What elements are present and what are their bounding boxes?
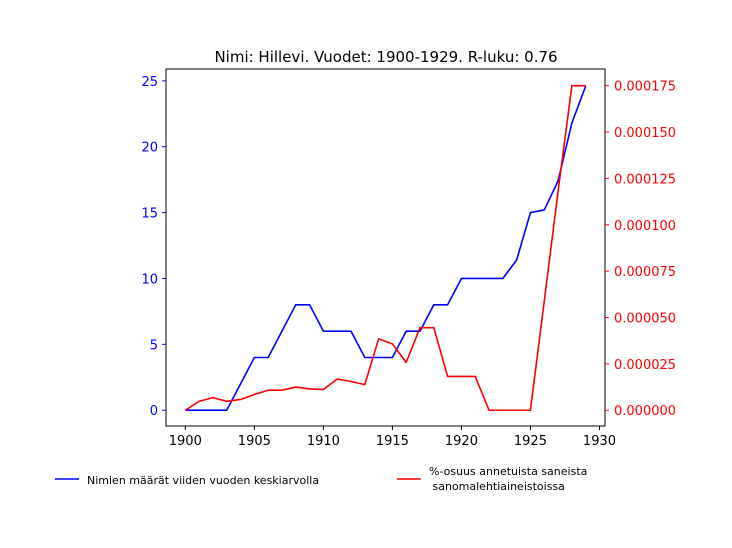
legend-label: %-osuus annetuista saneista sanomalehtia… xyxy=(429,465,587,493)
series-line-name-counts xyxy=(185,85,587,411)
y-left-tick-label: 0 xyxy=(150,404,158,419)
y-right-tick-label: 0.000150 xyxy=(614,126,676,141)
x-tick-label: 1910 xyxy=(307,434,340,449)
x-tick-label: 1915 xyxy=(376,434,409,449)
plot-frame xyxy=(165,68,606,427)
x-axis: 1900 1905 1910 1915 1920 1925 1930 xyxy=(169,426,616,449)
series-line-share-percent xyxy=(184,84,586,412)
y-left-tick-label: 10 xyxy=(141,272,158,287)
legend-label-line: %-osuus annetuista saneista xyxy=(429,465,587,478)
x-tick-label: 1920 xyxy=(445,434,478,449)
y-right-tick-label: 0.000100 xyxy=(614,219,676,234)
y-left-tick-label: 20 xyxy=(141,141,158,156)
x-tick-label: 1925 xyxy=(514,434,547,449)
y-right-tick-label: 0.000075 xyxy=(614,265,676,280)
chart-title: Nimi: Hillevi. Vuodet: 1900-1929. R-luku… xyxy=(214,48,557,66)
x-tick-label: 1900 xyxy=(169,434,202,449)
legend: Nimien määrät viiden vuoden keskiarvolla… xyxy=(55,465,587,493)
x-tick-label: 1905 xyxy=(238,434,271,449)
legend-label-line: Nimien määrät viiden vuoden keskiarvolla xyxy=(87,474,319,487)
series-layer xyxy=(184,84,587,412)
y-right-tick-label: 0.000000 xyxy=(614,404,676,419)
legend-label: Nimien määrät viiden vuoden keskiarvolla xyxy=(87,474,319,487)
y-right-tick-label: 0.000175 xyxy=(614,80,676,95)
y-right-tick-label: 0.000050 xyxy=(614,312,676,327)
y-axis-right: 0.000000 0.000025 0.000050 0.000075 0.000100… xyxy=(605,80,676,419)
y-left-tick-label: 15 xyxy=(141,207,158,222)
y-right-tick-label: 0.000025 xyxy=(614,358,676,373)
y-left-tick-label: 5 xyxy=(150,338,158,353)
y-left-tick-label: 25 xyxy=(141,75,158,90)
y-axis-left: 0 5 10 15 20 25 xyxy=(141,75,166,419)
x-tick-label: 1930 xyxy=(583,434,616,449)
y-right-tick-label: 0.000125 xyxy=(614,172,676,187)
legend-label-line: sanomalehtiaineistoissa xyxy=(429,480,565,493)
